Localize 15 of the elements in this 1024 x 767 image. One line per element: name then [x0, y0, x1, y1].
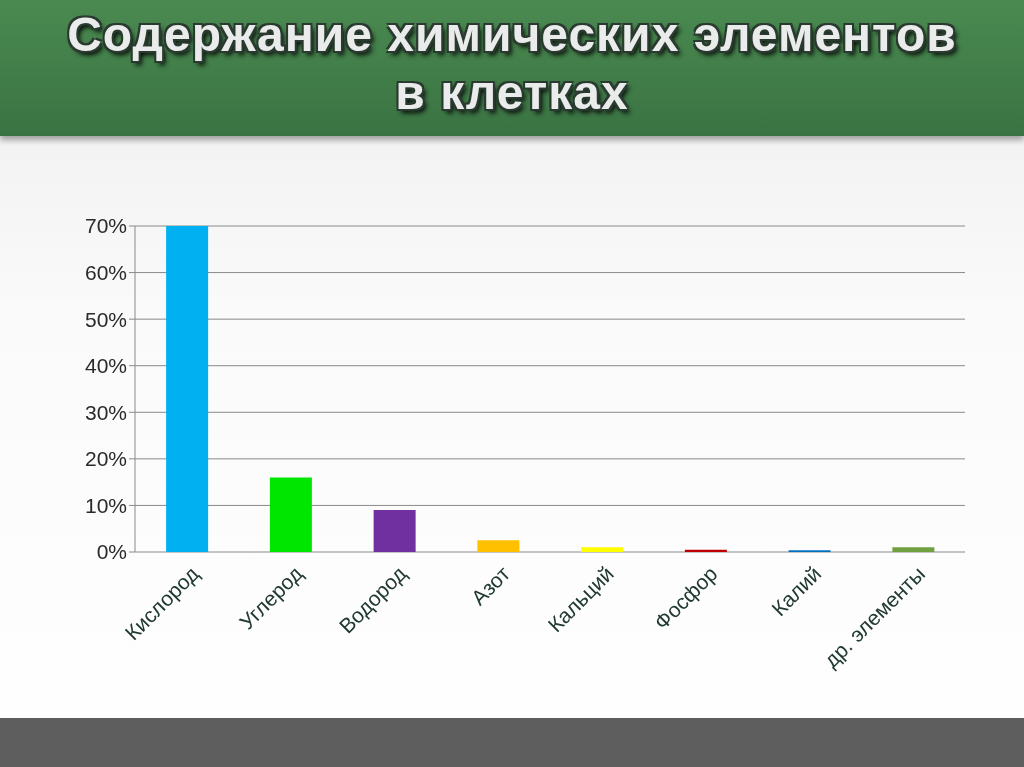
y-tick-label: 60%: [84, 261, 127, 285]
bar: [269, 477, 312, 552]
chart-title: Содержание химических элементов в клетках: [66, 7, 958, 121]
bar: [166, 226, 209, 552]
y-tick-label: 0%: [96, 540, 127, 564]
y-tick-label: 30%: [84, 400, 127, 424]
y-tick-label: 10%: [84, 493, 127, 517]
bar: [581, 547, 624, 552]
y-tick-label: 70%: [84, 214, 127, 238]
bar: [373, 510, 416, 552]
y-tick-label: 20%: [84, 447, 127, 471]
bar: [892, 547, 935, 552]
y-tick-label: 50%: [84, 307, 127, 331]
y-tick-label: 40%: [84, 354, 127, 378]
bar: [477, 540, 520, 552]
